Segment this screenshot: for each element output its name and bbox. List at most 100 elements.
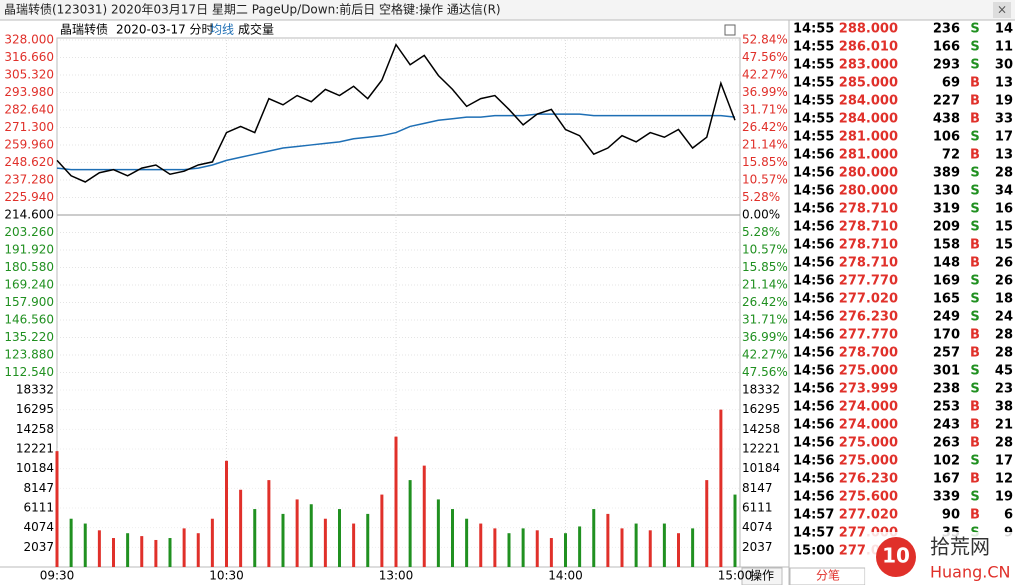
trade-cell: 69 (942, 76, 960, 91)
volume-tick-label: 12221 (742, 442, 780, 456)
trade-cell: 6 (1004, 508, 1013, 523)
trade-cell: 19 (995, 490, 1013, 505)
price-line (56, 43, 736, 183)
trade-cell: 34 (995, 184, 1013, 199)
volume-tick-label: 16295 (742, 402, 780, 416)
trade-cell: 14:56 (793, 148, 834, 163)
stock-name: 晶瑞转债 (60, 22, 108, 37)
trade-cell: 209 (933, 220, 960, 235)
volume-tick-label: 18332 (16, 383, 54, 397)
volume-tick-label: 8147 (742, 481, 773, 495)
y2-tick-label: 5.28% (742, 190, 780, 204)
trade-cell: 11 (995, 40, 1013, 55)
close-icon[interactable]: × (997, 3, 1007, 17)
trade-cell: B (970, 472, 980, 487)
trade-cell: 14:56 (793, 490, 834, 505)
trade-cell: 14:56 (793, 166, 834, 181)
trade-cell: 14:56 (793, 400, 834, 415)
y-tick-label: 146.560 (4, 313, 54, 327)
volume-tick-label: 14258 (16, 422, 54, 436)
trade-cell: 14:55 (793, 130, 834, 145)
trade-cell: 227 (933, 94, 960, 109)
trade-cell: 277.020 (839, 508, 898, 523)
volume-bar (564, 533, 567, 567)
volume-tick-label: 6111 (742, 500, 773, 514)
volume-bar (83, 523, 87, 567)
operate-tab[interactable]: 操作 (750, 568, 774, 583)
trade-cell: 13 (995, 148, 1013, 163)
trade-cell: 277.770 (839, 274, 898, 289)
volume-bar (578, 526, 582, 567)
volume-bar (225, 460, 228, 567)
y-tick-label: 271.300 (4, 120, 54, 134)
y2-tick-label: 36.99% (742, 85, 788, 99)
volume-bar (154, 539, 158, 567)
y2-tick-label: 47.56% (742, 365, 788, 379)
y2-tick-label: 5.28% (742, 225, 780, 239)
trade-cell: B (970, 148, 980, 163)
trade-cell: 339 (933, 490, 960, 505)
y-tick-label: 259.960 (4, 138, 54, 152)
trade-cell: 15:00 (793, 544, 834, 559)
panel-icon[interactable] (724, 24, 736, 36)
trade-cell: 278.710 (839, 220, 898, 235)
trade-cell: 170 (933, 328, 960, 343)
volume-tick-label: 2037 (742, 540, 773, 554)
volume-bar (140, 536, 144, 567)
trade-cell: B (970, 256, 980, 271)
trade-cell: S (970, 364, 979, 379)
trade-cell: 165 (933, 292, 960, 307)
volume-bar (352, 523, 356, 567)
trade-cell: 280.000 (839, 166, 898, 181)
trade-cell: 13 (995, 76, 1013, 91)
trade-cell: 169 (933, 274, 960, 289)
y2-tick-label: 42.27% (742, 68, 788, 82)
close-button[interactable] (993, 2, 1011, 18)
trade-cell: 166 (933, 40, 960, 55)
volume-bar (451, 509, 454, 567)
volume-bar (465, 518, 469, 567)
trade-cell: 17 (995, 454, 1013, 469)
trade-cell: S (970, 58, 979, 73)
trade-cell: B (970, 418, 980, 433)
trade-cell: B (970, 238, 980, 253)
trade-cell: B (970, 436, 980, 451)
trade-cell: 26 (995, 274, 1013, 289)
volume-bar (606, 513, 610, 567)
trade-cell: 72 (942, 148, 960, 163)
trade-cell: S (970, 40, 979, 55)
x-tick-label: 09:30 (40, 569, 75, 583)
trade-cell: 14:56 (793, 472, 834, 487)
volume-tick-label: 4074 (23, 520, 54, 534)
trade-cell: 14:55 (793, 58, 834, 73)
y2-tick-label: 36.99% (742, 330, 788, 344)
trade-cell: 14:56 (793, 454, 834, 469)
trade-cell: 19 (995, 94, 1013, 109)
volume-tick-label: 10184 (16, 461, 54, 475)
volume-bar (549, 538, 553, 567)
trade-cell: 389 (933, 166, 960, 181)
trade-cell: 14:55 (793, 22, 834, 37)
trade-cell: 14:56 (793, 382, 834, 397)
y-tick-label: 237.280 (4, 173, 54, 187)
window-title: 晶瑞转债(123031) 2020年03月17日 星期二 PageUp/Down… (4, 2, 501, 17)
volume-label: 成交量 (238, 22, 274, 37)
y2-tick-label: 31.71% (742, 102, 788, 116)
volume-tick-label: 8147 (23, 481, 54, 495)
title-bar (0, 0, 1015, 20)
trade-cell: 14:55 (793, 112, 834, 127)
trade-cell: S (970, 22, 979, 37)
y-tick-label: 316.660 (4, 50, 54, 64)
volume-tick-label: 16295 (16, 402, 54, 416)
trades-tab[interactable]: 分笔 (816, 568, 840, 583)
trade-cell: 14:55 (793, 94, 834, 109)
trade-cell: 24 (995, 310, 1013, 325)
y2-tick-label: 15.85% (742, 155, 788, 169)
trade-cell: 12 (995, 472, 1013, 487)
trade-cell: 14:55 (793, 76, 834, 91)
trade-cell: 249 (933, 310, 960, 325)
tab-box[interactable] (741, 567, 783, 585)
trade-cell: 276.230 (839, 310, 898, 325)
y2-tick-label: 52.84% (742, 33, 788, 47)
watermark-site: Huang.CN (930, 563, 1011, 582)
